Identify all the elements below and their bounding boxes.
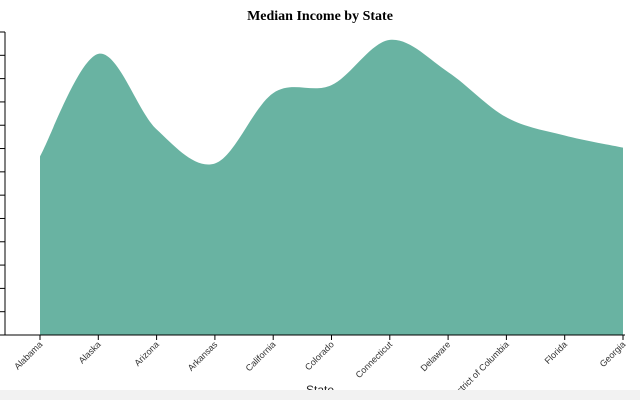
area (40, 39, 623, 335)
x-tick-label: California (244, 339, 278, 373)
footer-bar (0, 390, 640, 400)
x-tick-label: Arkansas (186, 339, 220, 373)
x-tick-label: Colorado (303, 339, 336, 372)
x-tick-label: Georgia (598, 339, 628, 369)
x-tick-label: Alabama (12, 339, 44, 371)
x-tick-label: Delaware (419, 339, 453, 373)
x-tick-label: Arizona (132, 339, 161, 368)
x-tick-label: Alaska (77, 339, 103, 365)
x-tick-label: Florida (543, 339, 570, 366)
chart-title: Median Income by State (247, 9, 393, 24)
x-tick-label: Connecticut (354, 339, 395, 380)
